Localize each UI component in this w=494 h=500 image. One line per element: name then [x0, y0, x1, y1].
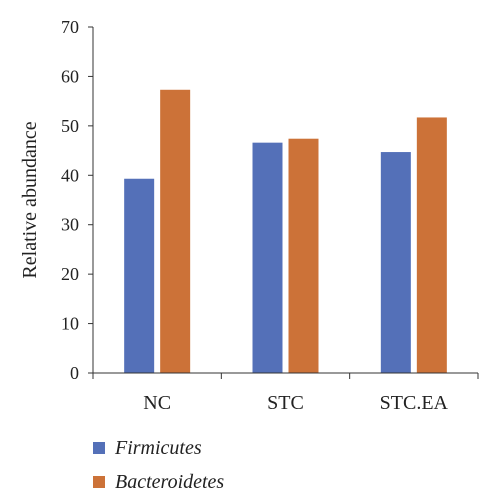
y-tick-label: 60	[61, 66, 79, 86]
y-tick-label: 30	[61, 215, 79, 235]
x-axis-ticks: NC STC STC.EA	[92, 373, 479, 414]
x-category-label: NC	[143, 392, 171, 414]
y-axis-ticks: 0 10 20 30 40 50 60 70	[61, 17, 93, 383]
bar-bacteroidetes-stc-ea	[416, 117, 447, 373]
bar-firmicutes-stc	[252, 142, 283, 373]
legend-label-firmicutes: Firmicutes	[115, 436, 202, 459]
bar-bacteroidetes-nc	[160, 89, 191, 373]
bar-firmicutes-nc	[124, 178, 155, 373]
bar-bacteroidetes-stc	[288, 138, 319, 373]
x-category-label: STC	[267, 392, 304, 414]
plot-area	[124, 89, 447, 373]
y-tick-label: 20	[61, 264, 79, 284]
legend-item-firmicutes: Firmicutes	[93, 431, 224, 465]
y-tick-label: 50	[61, 116, 79, 136]
legend-swatch-firmicutes	[93, 442, 105, 454]
legend: Firmicutes Bacteroidetes	[93, 431, 224, 499]
legend-swatch-bacteroidetes	[93, 476, 105, 488]
legend-item-bacteroidetes: Bacteroidetes	[93, 465, 224, 499]
y-tick-label: 10	[61, 314, 79, 334]
legend-label-bacteroidetes: Bacteroidetes	[115, 470, 225, 493]
bar-firmicutes-stc-ea	[380, 152, 411, 373]
y-tick-label: 0	[70, 363, 79, 383]
y-tick-label: 40	[61, 165, 79, 185]
y-tick-label: 70	[61, 17, 79, 37]
bar-chart: 0 10 20 30 40 50 60 70 NC STC STC.EA Relative abu…	[19, 17, 479, 414]
y-axis-title: Relative abundance	[19, 121, 41, 278]
x-category-label: STC.EA	[380, 392, 449, 414]
